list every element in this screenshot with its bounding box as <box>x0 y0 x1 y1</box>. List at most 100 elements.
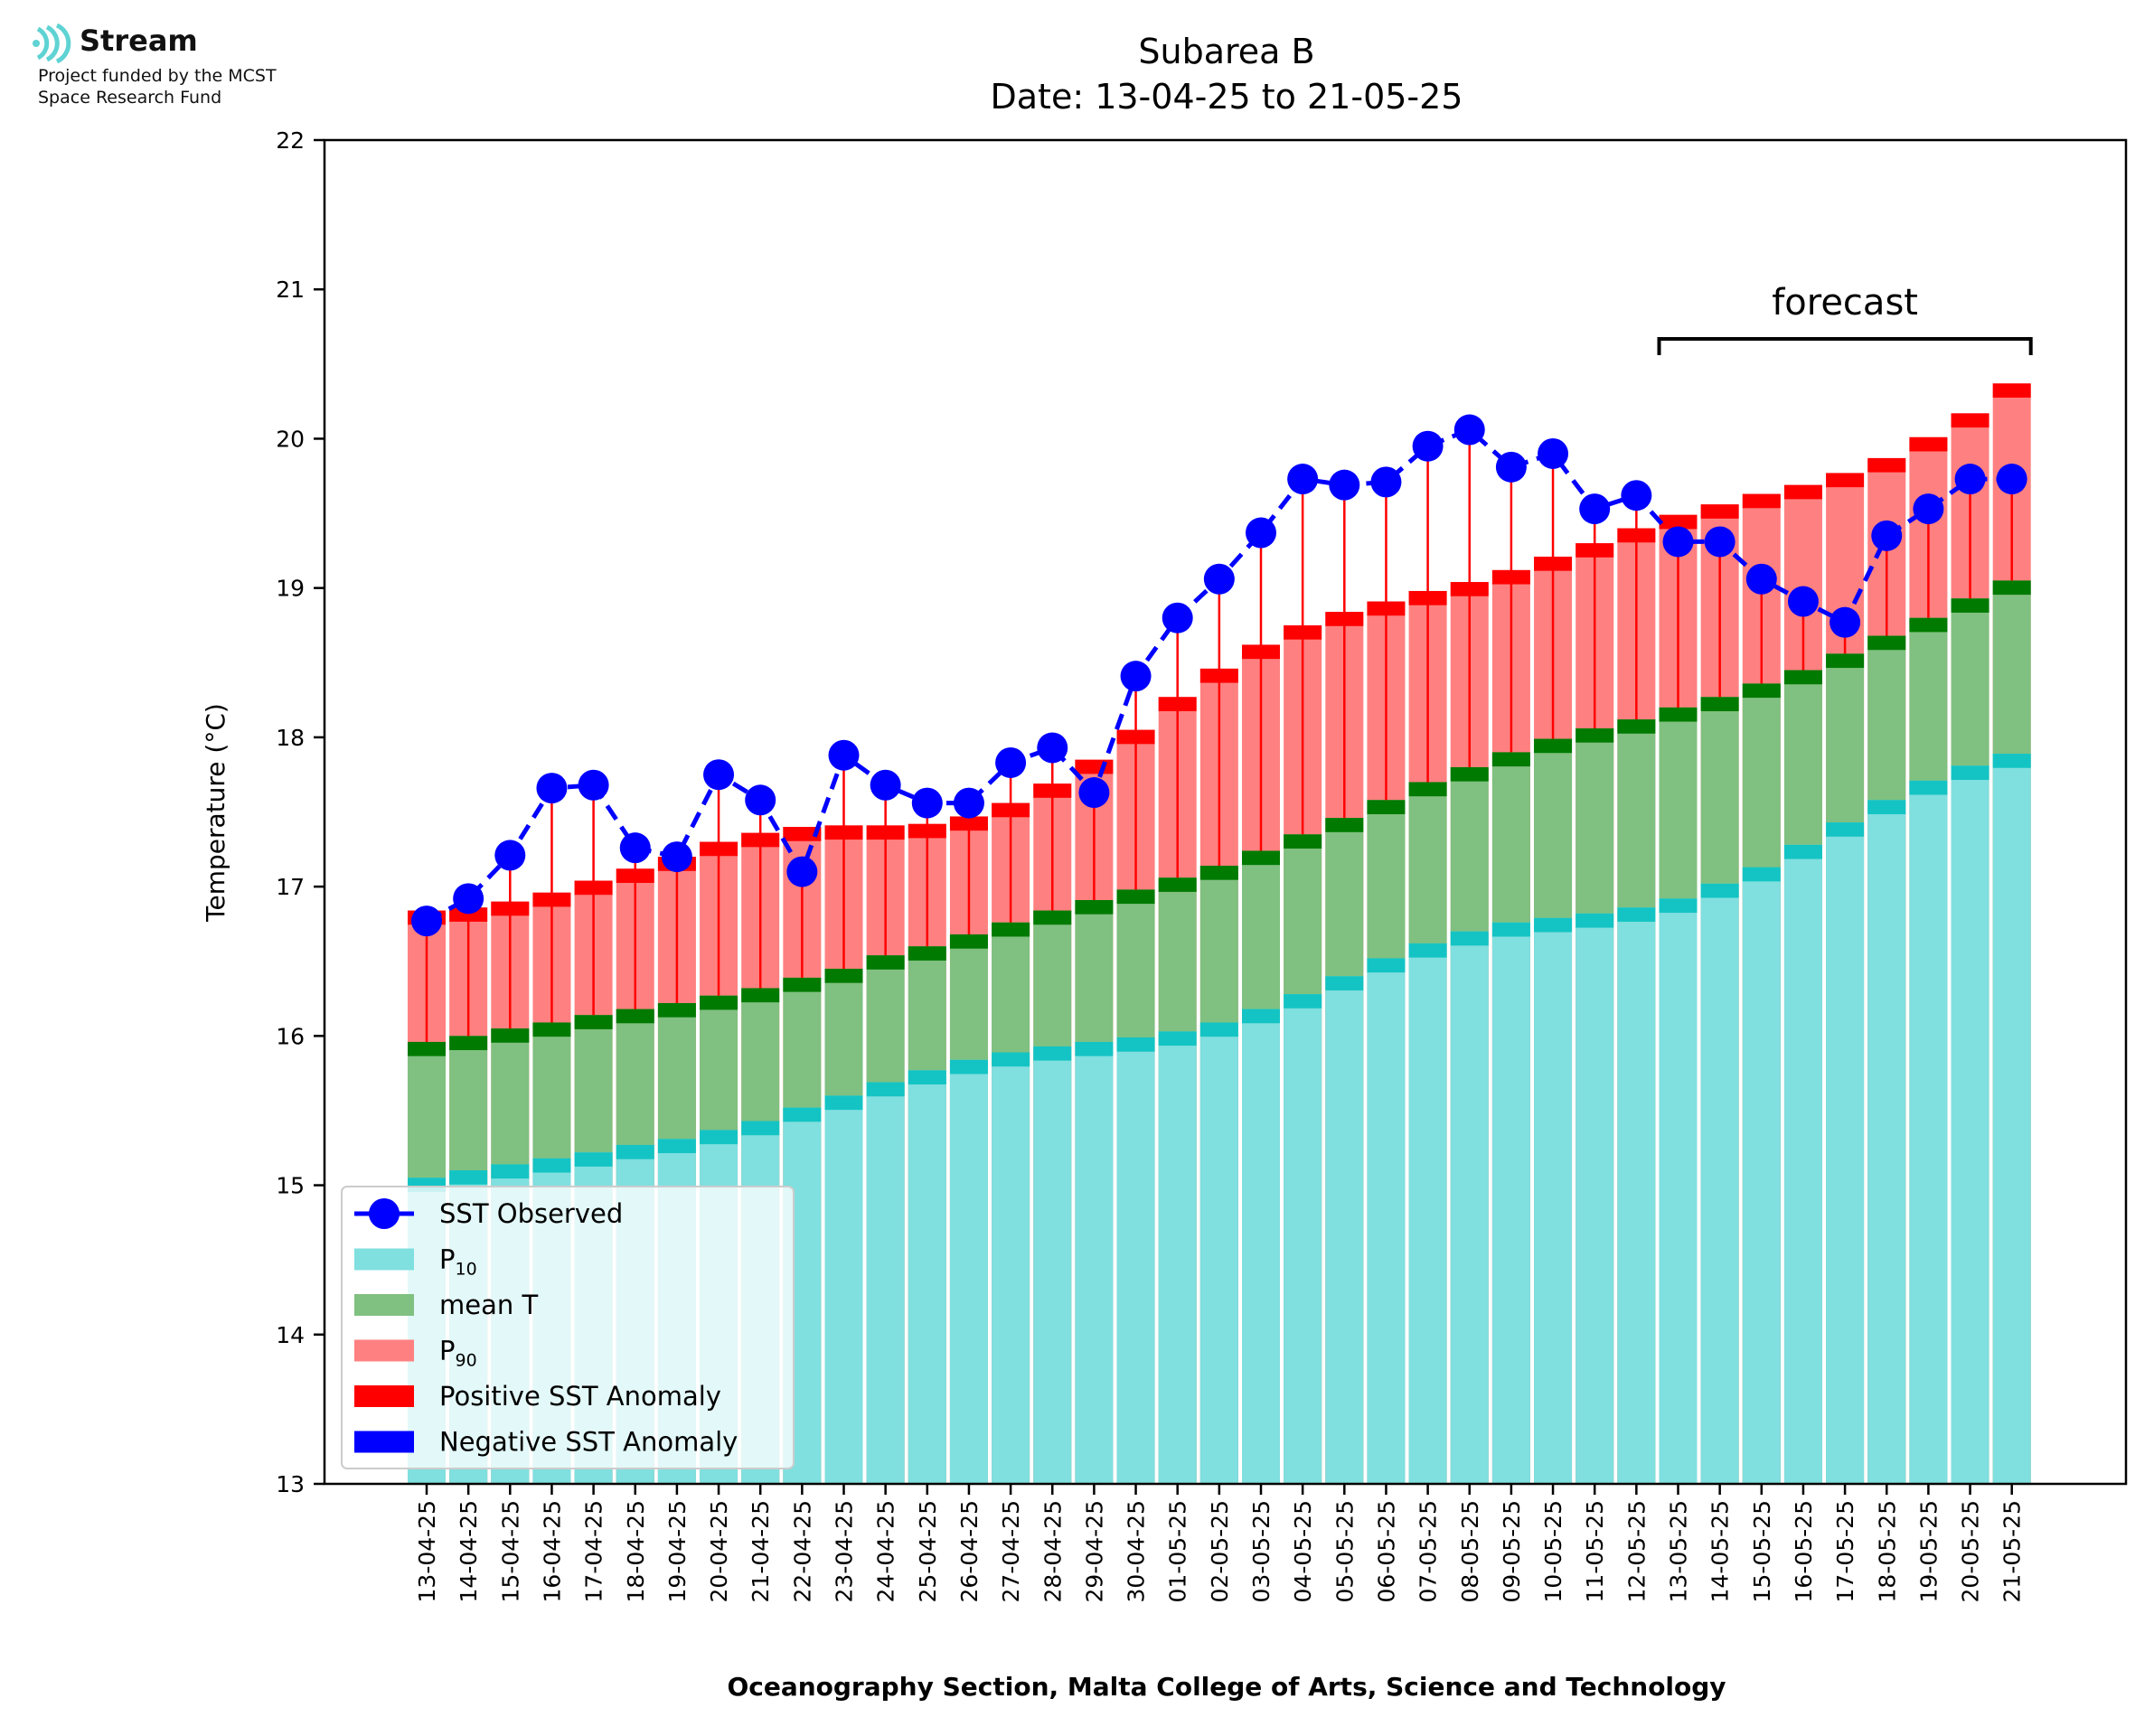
point-sst-observed-21-04-25 <box>745 784 776 816</box>
point-sst-observed-20-04-25 <box>703 759 735 791</box>
bar-p10-cap-15-05-25 <box>1742 867 1781 882</box>
bar-p10-16-05-25 <box>1783 844 1822 1484</box>
bar-p90-cap-16-05-25 <box>1783 484 1822 500</box>
bar-p10-03-05-25 <box>1242 1009 1280 1484</box>
bar-p10-cap-29-04-25 <box>1075 1041 1114 1056</box>
bar-p10-cap-01-05-25 <box>1158 1031 1197 1046</box>
legend-label-p90: P90 <box>439 1336 477 1371</box>
point-sst-observed-17-05-25 <box>1829 606 1861 638</box>
point-sst-observed-19-04-25 <box>661 841 692 873</box>
x-tick-label-30-04-25: 30-04-25 <box>1124 1500 1150 1602</box>
bar-mean-cap-20-05-25 <box>1951 598 1989 613</box>
logo-funding-line-1: Project funded by the MCST <box>38 66 277 86</box>
forecast-label: forecast <box>1772 282 1918 324</box>
bar-p10-07-05-25 <box>1408 943 1447 1484</box>
bar-p10-cap-13-05-25 <box>1659 898 1698 914</box>
bar-p90-cap-14-05-25 <box>1700 504 1739 519</box>
bar-mean-cap-17-05-25 <box>1826 653 1865 669</box>
bar-p90-cap-18-05-25 <box>1867 457 1906 473</box>
x-tick-label-22-04-25: 22-04-25 <box>789 1500 815 1602</box>
y-tick-label-19: 19 <box>276 576 305 602</box>
bar-mean-cap-21-05-25 <box>1992 580 2031 596</box>
bar-p10-15-05-25 <box>1742 867 1781 1484</box>
point-sst-observed-24-04-25 <box>870 769 901 801</box>
point-sst-observed-07-05-25 <box>1412 430 1444 462</box>
bar-p10-cap-08-05-25 <box>1450 931 1489 946</box>
point-sst-observed-05-05-25 <box>1329 469 1360 501</box>
bar-mean-cap-17-04-25 <box>574 1015 613 1029</box>
bar-mean-cap-20-04-25 <box>700 995 738 1010</box>
bar-p10-cap-14-05-25 <box>1700 883 1739 898</box>
bar-p90-cap-22-04-25 <box>783 827 822 841</box>
bar-p10-cap-26-04-25 <box>949 1059 988 1074</box>
bar-p10-28-04-25 <box>1033 1046 1072 1484</box>
legend-label-p10: P10 <box>439 1244 477 1280</box>
bar-p90-cap-29-04-25 <box>1075 759 1114 774</box>
x-tick-label-16-05-25: 16-05-25 <box>1791 1500 1817 1602</box>
bar-p10-cap-20-04-25 <box>700 1130 738 1145</box>
legend-swatch-positive-sst-anomaly <box>354 1385 414 1407</box>
bar-p10-24-04-25 <box>866 1082 905 1484</box>
bar-p10-cap-23-04-25 <box>824 1095 863 1111</box>
bar-p90-cap-21-05-25 <box>1992 383 2031 399</box>
bar-mean-cap-05-05-25 <box>1325 818 1364 832</box>
x-tick-label-17-05-25: 17-05-25 <box>1832 1500 1858 1602</box>
x-tick-label-03-05-25: 03-05-25 <box>1248 1500 1275 1602</box>
bar-p10-10-05-25 <box>1534 917 1573 1484</box>
point-sst-observed-11-05-25 <box>1579 493 1611 525</box>
bar-mean-cap-07-05-25 <box>1408 782 1447 797</box>
bar-p10-14-05-25 <box>1700 883 1739 1484</box>
bar-mean-cap-27-04-25 <box>992 922 1030 937</box>
bar-p10-21-05-25 <box>1992 754 2031 1484</box>
x-tick-label-08-05-25: 08-05-25 <box>1457 1500 1483 1602</box>
bar-p10-18-05-25 <box>1867 800 1906 1484</box>
x-tick-label-09-05-25: 09-05-25 <box>1499 1500 1525 1602</box>
bar-p10-cap-17-05-25 <box>1826 822 1865 837</box>
x-tick-label-19-04-25: 19-04-25 <box>664 1500 691 1602</box>
x-tick-label-21-05-25: 21-05-25 <box>1999 1500 2026 1602</box>
x-tick-label-28-04-25: 28-04-25 <box>1039 1500 1066 1602</box>
point-sst-observed-15-04-25 <box>494 840 526 871</box>
point-sst-observed-13-04-25 <box>411 906 442 937</box>
point-sst-observed-10-05-25 <box>1538 437 1569 469</box>
bar-p10-cap-28-04-25 <box>1033 1046 1072 1061</box>
x-tick-label-15-05-25: 15-05-25 <box>1749 1500 1775 1602</box>
x-tick-label-21-04-25: 21-04-25 <box>748 1500 774 1602</box>
point-sst-observed-14-04-25 <box>453 883 484 915</box>
legend-marker-sst-observed <box>369 1198 400 1229</box>
bar-p10-06-05-25 <box>1367 958 1406 1484</box>
bar-mean-cap-03-05-25 <box>1242 850 1280 866</box>
x-tick-label-13-05-25: 13-05-25 <box>1666 1500 1692 1602</box>
legend-swatch-p90 <box>354 1339 414 1362</box>
y-tick-label-21: 21 <box>276 277 305 303</box>
bar-p10-23-04-25 <box>824 1095 863 1484</box>
bar-p10-cap-02-05-25 <box>1199 1022 1238 1037</box>
point-sst-observed-13-05-25 <box>1662 526 1694 558</box>
point-sst-observed-15-05-25 <box>1745 563 1777 595</box>
point-sst-observed-08-05-25 <box>1453 414 1485 446</box>
y-tick-label-15: 15 <box>276 1173 305 1199</box>
x-tick-label-02-05-25: 02-05-25 <box>1207 1500 1233 1602</box>
point-sst-observed-23-04-25 <box>828 739 860 771</box>
x-tick-label-24-04-25: 24-04-25 <box>873 1500 899 1602</box>
x-tick-label-20-04-25: 20-04-25 <box>706 1500 732 1602</box>
bar-mean-cap-10-05-25 <box>1534 738 1573 754</box>
point-sst-observed-27-04-25 <box>995 746 1027 778</box>
bar-p10-cap-10-05-25 <box>1534 917 1573 933</box>
bar-p10-04-05-25 <box>1284 994 1322 1484</box>
point-sst-observed-16-04-25 <box>536 773 568 804</box>
bar-p90-cap-19-05-25 <box>1909 436 1948 452</box>
bar-p10-cap-15-04-25 <box>491 1164 530 1179</box>
bar-mean-cap-15-05-25 <box>1742 683 1781 699</box>
x-tick-label-14-04-25: 14-04-25 <box>456 1500 482 1602</box>
bar-p10-cap-16-04-25 <box>532 1158 571 1173</box>
point-sst-observed-02-05-25 <box>1203 563 1235 595</box>
bar-p10-09-05-25 <box>1491 922 1530 1484</box>
point-sst-observed-30-04-25 <box>1120 661 1152 692</box>
bar-p10-cap-20-05-25 <box>1951 765 1989 780</box>
bar-mean-cap-21-04-25 <box>741 988 780 1003</box>
bar-p10-cap-21-05-25 <box>1992 754 2031 768</box>
bar-mean-cap-16-04-25 <box>532 1022 571 1037</box>
x-axis-label: Oceanography Section, Malta College of A… <box>727 1672 1726 1702</box>
bar-p10-08-05-25 <box>1450 931 1489 1484</box>
